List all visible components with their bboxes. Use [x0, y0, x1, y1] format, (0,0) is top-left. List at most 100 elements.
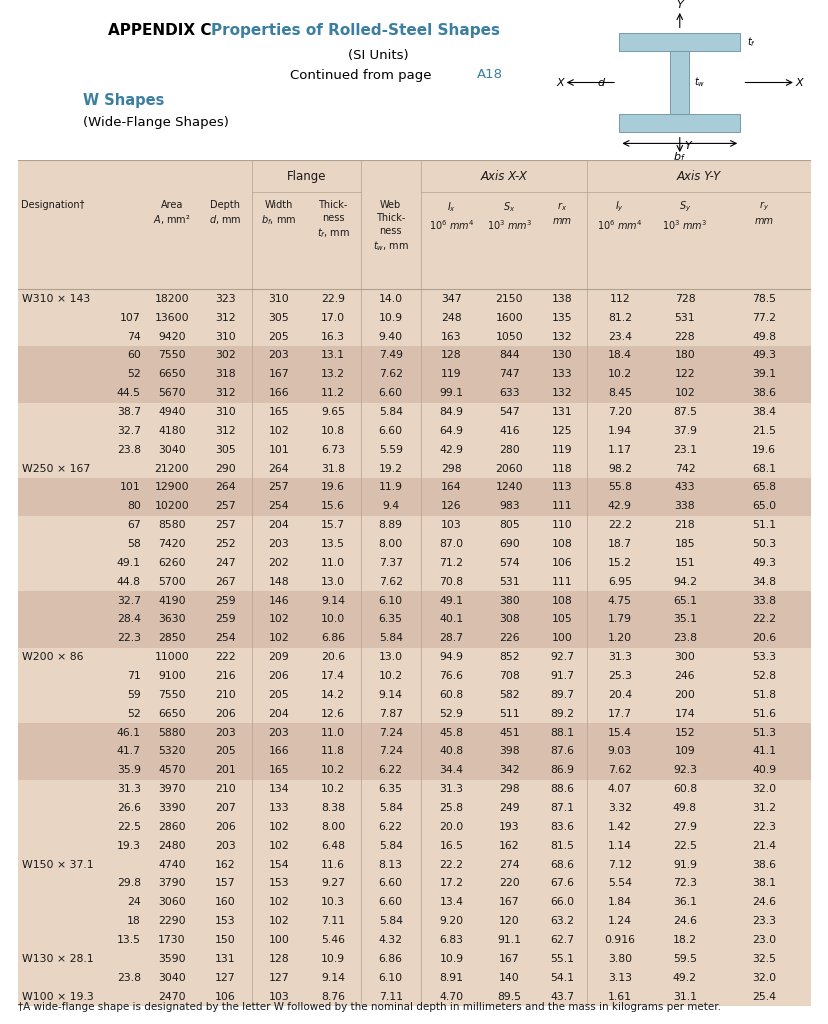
Text: 29.8: 29.8: [117, 879, 141, 889]
Text: 1.42: 1.42: [607, 822, 631, 831]
Text: 62.7: 62.7: [549, 935, 573, 945]
Text: 7.87: 7.87: [378, 709, 402, 719]
Text: 9420: 9420: [158, 332, 185, 342]
Text: 78.5: 78.5: [751, 294, 775, 304]
Text: 31.2: 31.2: [751, 803, 775, 813]
Text: 3060: 3060: [158, 897, 185, 907]
Text: 25.4: 25.4: [751, 991, 775, 1001]
Text: 23.4: 23.4: [607, 332, 631, 342]
Text: 68.1: 68.1: [751, 464, 775, 473]
Text: 2150: 2150: [495, 294, 522, 304]
Text: 310: 310: [268, 294, 289, 304]
Text: 203: 203: [268, 539, 289, 549]
Bar: [18, 459, 810, 478]
Text: 133: 133: [268, 803, 289, 813]
Text: 8.91: 8.91: [439, 973, 463, 983]
Text: 708: 708: [498, 671, 519, 681]
Text: 210: 210: [214, 784, 235, 795]
Text: 310: 310: [214, 332, 235, 342]
Text: 13.0: 13.0: [320, 577, 345, 587]
Text: 54.1: 54.1: [549, 973, 573, 983]
Text: 23.8: 23.8: [117, 973, 141, 983]
Text: 4570: 4570: [158, 765, 185, 775]
Text: 3590: 3590: [158, 954, 185, 964]
Text: 3390: 3390: [158, 803, 185, 813]
Text: 264: 264: [268, 464, 289, 473]
Text: 67.6: 67.6: [549, 879, 573, 889]
Text: 25.3: 25.3: [607, 671, 631, 681]
Text: 254: 254: [268, 502, 289, 511]
Bar: [18, 327, 810, 346]
Text: d: d: [597, 78, 604, 87]
Text: 174: 174: [674, 709, 695, 719]
Text: 87.0: 87.0: [439, 539, 463, 549]
Text: 10.2: 10.2: [607, 370, 631, 379]
Text: 6.10: 6.10: [378, 596, 402, 605]
Text: 127: 127: [214, 973, 235, 983]
Text: 135: 135: [551, 312, 571, 323]
Text: 103: 103: [268, 991, 289, 1001]
Text: 13.5: 13.5: [320, 539, 344, 549]
Text: 23.8: 23.8: [672, 633, 696, 643]
Text: 852: 852: [498, 652, 519, 663]
Bar: [18, 535, 810, 553]
Text: 27.9: 27.9: [672, 822, 696, 831]
Text: 11.9: 11.9: [378, 482, 402, 493]
Text: 7420: 7420: [158, 539, 185, 549]
Text: 152: 152: [674, 728, 695, 737]
Text: 193: 193: [498, 822, 519, 831]
Text: 103: 103: [440, 520, 461, 530]
Text: 3.80: 3.80: [607, 954, 631, 964]
Bar: [18, 629, 810, 648]
Text: 162: 162: [498, 841, 519, 851]
Text: 71: 71: [127, 671, 141, 681]
Text: 66.0: 66.0: [549, 897, 573, 907]
Bar: [18, 987, 810, 1006]
Text: 128: 128: [268, 954, 289, 964]
Text: 46.1: 46.1: [117, 728, 141, 737]
Bar: [18, 799, 810, 817]
Text: W130 × 28.1: W130 × 28.1: [22, 954, 94, 964]
Text: 87.5: 87.5: [672, 407, 696, 417]
Text: 203: 203: [268, 350, 289, 360]
Text: Area
$A$, mm²: Area $A$, mm²: [153, 200, 190, 226]
Text: 185: 185: [674, 539, 695, 549]
Text: 259: 259: [214, 614, 235, 625]
Text: 111: 111: [551, 502, 571, 511]
Text: 4740: 4740: [158, 859, 185, 869]
Bar: [18, 610, 810, 629]
Text: 218: 218: [674, 520, 695, 530]
Text: 3040: 3040: [158, 973, 185, 983]
Text: 10.9: 10.9: [320, 954, 345, 964]
Text: 310: 310: [214, 407, 235, 417]
Text: 17.7: 17.7: [607, 709, 631, 719]
Text: 55.1: 55.1: [549, 954, 573, 964]
Text: 36.1: 36.1: [672, 897, 696, 907]
Text: 88.1: 88.1: [549, 728, 573, 737]
Text: 63.2: 63.2: [549, 916, 573, 926]
Text: 100: 100: [551, 633, 572, 643]
Text: 11.0: 11.0: [320, 728, 345, 737]
Text: $t_w$: $t_w$: [693, 76, 704, 89]
Text: 2060: 2060: [495, 464, 522, 473]
Text: 65.8: 65.8: [751, 482, 775, 493]
Text: 45.8: 45.8: [439, 728, 463, 737]
Text: Properties of Rolled-Steel Shapes: Properties of Rolled-Steel Shapes: [211, 23, 500, 38]
Text: 108: 108: [551, 596, 571, 605]
Text: 300: 300: [674, 652, 695, 663]
Text: 31.3: 31.3: [117, 784, 141, 795]
Text: 12.6: 12.6: [320, 709, 344, 719]
Text: X: X: [795, 78, 802, 87]
Text: 25.8: 25.8: [439, 803, 463, 813]
Text: 18: 18: [127, 916, 141, 926]
Bar: [18, 591, 810, 610]
Text: 109: 109: [674, 746, 695, 757]
Bar: [18, 667, 810, 685]
Text: 1.24: 1.24: [607, 916, 631, 926]
Text: 92.7: 92.7: [549, 652, 573, 663]
Text: 71.2: 71.2: [439, 558, 463, 568]
Text: 70.8: 70.8: [439, 577, 463, 587]
Bar: [18, 497, 810, 516]
Text: A18: A18: [476, 69, 502, 82]
Text: 60.8: 60.8: [439, 690, 463, 699]
